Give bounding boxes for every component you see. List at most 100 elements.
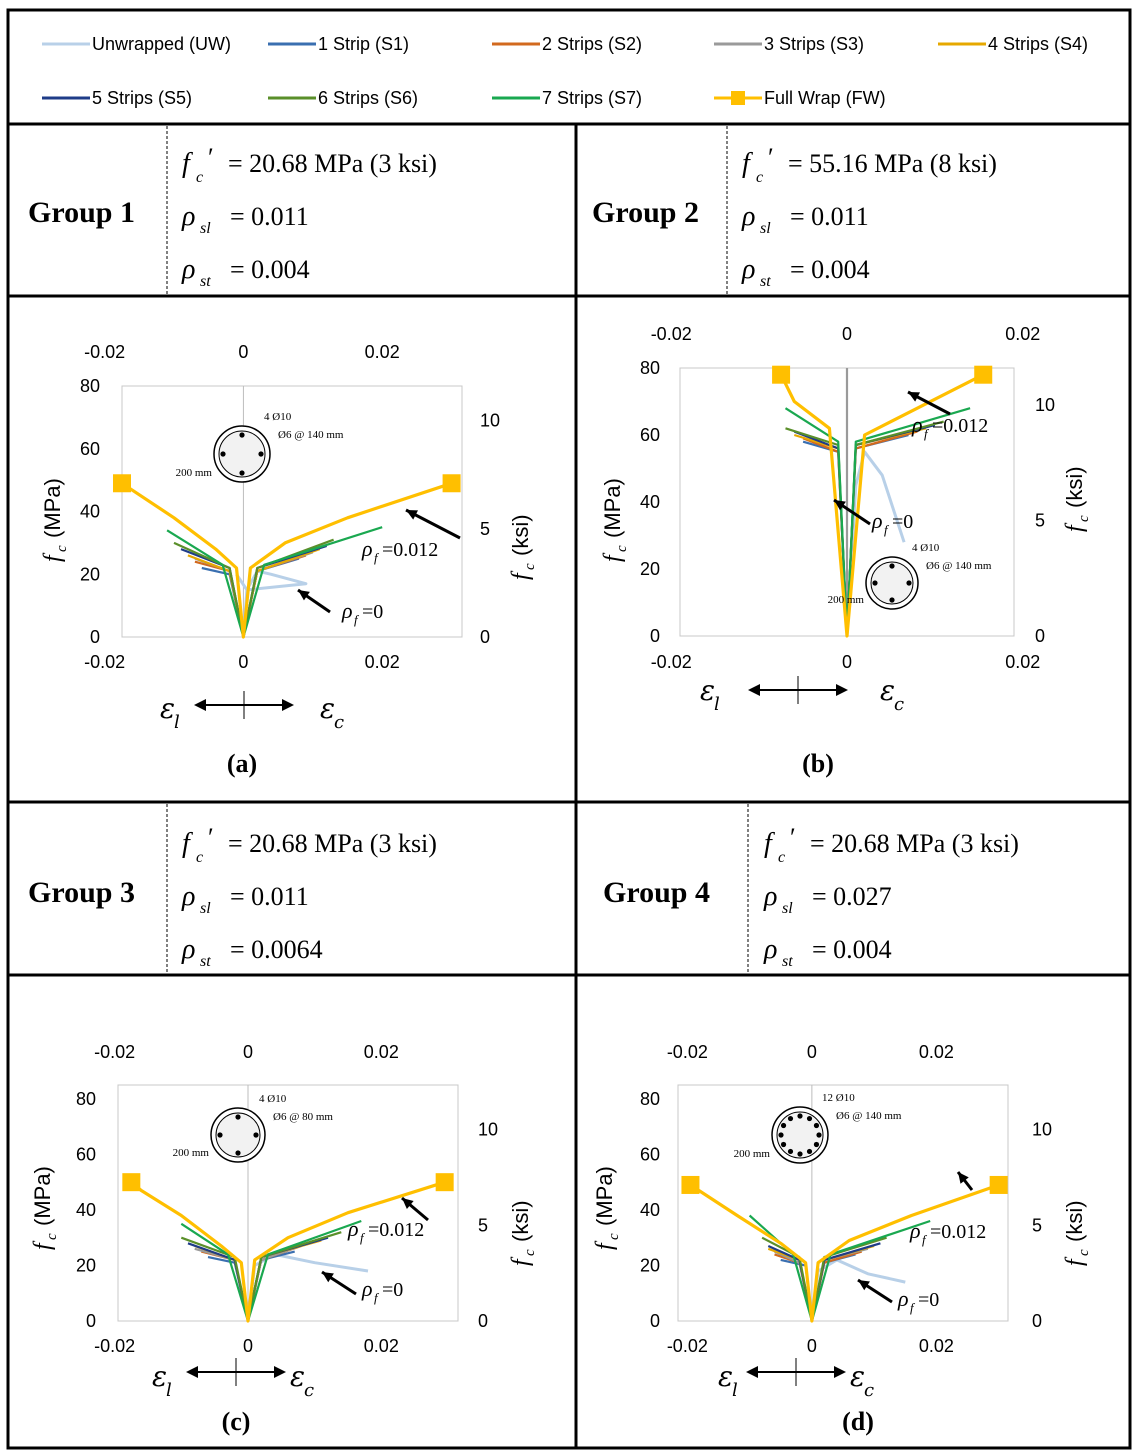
group-title: Group 3 xyxy=(28,876,135,909)
epsilon-c-symbol: ε xyxy=(320,692,335,725)
rho-f-subscript: f xyxy=(354,612,360,627)
y-axis-symbol: f xyxy=(592,1240,618,1250)
epsilon-l-subscript: l xyxy=(732,1380,738,1401)
legend-item: 4 Strips (S4) xyxy=(938,34,1088,54)
rho-f-value: =0 xyxy=(362,601,383,623)
panel-label: (c) xyxy=(222,1407,251,1436)
y-tick-label-right: 5 xyxy=(1035,511,1045,531)
rho-sl-symbol: ρ xyxy=(181,881,195,912)
rho-f-value: =0.012 xyxy=(932,415,988,437)
x-tick-label-bottom: 0.02 xyxy=(364,1336,399,1356)
rebar-dot xyxy=(889,597,895,603)
section-bars-label: 4 Ø10 xyxy=(912,542,940,554)
rho-st-value: = 0.004 xyxy=(790,255,870,284)
y-tick-label-left: 60 xyxy=(640,1144,660,1164)
series-line xyxy=(130,1180,446,1323)
y-tick-label-left: 60 xyxy=(640,425,660,445)
y-tick-label-left: 40 xyxy=(76,1200,96,1220)
x-tick-label-bottom: -0.02 xyxy=(651,652,692,672)
rho-f-symbol: ρ xyxy=(897,1286,909,1311)
section-bars-label: 4 Ø10 xyxy=(259,1093,287,1105)
legend-item: 7 Strips (S7) xyxy=(492,88,642,108)
rho-f-subscript: f xyxy=(910,1300,916,1315)
strain-direction-indicator: εl εc xyxy=(152,1358,314,1401)
rho-st-symbol: ρ xyxy=(181,934,195,965)
fc-prime: ′ xyxy=(790,823,796,852)
rho-f-value: =0.012 xyxy=(368,1219,424,1241)
fc-symbol: f xyxy=(182,148,193,179)
epsilon-c-subscript: c xyxy=(334,712,344,733)
y-axis-unit: (ksi) xyxy=(508,514,533,556)
fc-value: = 20.68 MPa (3 ksi) xyxy=(810,829,1019,858)
rho-sl-value: = 0.027 xyxy=(812,882,892,911)
epsilon-l-symbol: ε xyxy=(700,674,715,707)
rebar-dot xyxy=(872,580,878,586)
legend-label: Unwrapped (UW) xyxy=(92,34,231,54)
section-ties-label: Ø6 @ 80 mm xyxy=(273,1111,333,1123)
strain-direction-indicator: εl εc xyxy=(160,691,344,733)
x-tick-label-bottom: 0.02 xyxy=(1005,652,1040,672)
rho-f-symbol: ρ xyxy=(361,536,373,561)
annotation-arrowhead xyxy=(834,500,846,511)
annotation-arrowhead xyxy=(298,590,310,601)
y-tick-label-left: 20 xyxy=(80,564,100,584)
strain-arrow-right xyxy=(834,1366,846,1378)
x-tick-label-top: 0.02 xyxy=(919,1042,954,1062)
rebar-dot xyxy=(239,470,245,476)
chart-panel: -0.02-0.02000.020.020204060800510fc(MPa)… xyxy=(40,342,538,778)
rebar-dot xyxy=(253,1132,259,1138)
y-tick-label-left: 0 xyxy=(650,1311,660,1331)
y-tick-label-right: 0 xyxy=(1032,1311,1042,1331)
plot-area xyxy=(677,1084,1009,1322)
section-ties-label: Ø6 @ 140 mm xyxy=(926,560,992,572)
y-axis-symbol: f xyxy=(508,570,534,580)
x-tick-label-top: 0.02 xyxy=(365,342,400,362)
legend-label: Full Wrap (FW) xyxy=(764,88,886,108)
epsilon-l-subscript: l xyxy=(174,712,180,733)
y-tick-label-left: 20 xyxy=(640,559,660,579)
rho-f-symbol: ρ xyxy=(871,508,883,533)
group-title: Group 1 xyxy=(28,196,135,229)
x-tick-label-top: -0.02 xyxy=(651,324,692,344)
y-tick-label-left: 40 xyxy=(80,502,100,522)
section-diameter-label: 200 mm xyxy=(173,1147,210,1159)
y-tick-label-right: 10 xyxy=(480,411,500,431)
y-axis-label-left: fc (MPa) xyxy=(600,478,630,562)
rebar-dot xyxy=(797,1113,803,1119)
rho-sl-subscript: sl xyxy=(760,220,771,237)
legend-marker xyxy=(731,91,745,105)
epsilon-c-subscript: c xyxy=(304,1380,314,1401)
series-marker xyxy=(989,1175,1008,1194)
y-axis-label-right: fc (ksi) xyxy=(508,514,538,580)
plot-area xyxy=(117,1084,459,1322)
fc-value: = 55.16 MPa (8 ksi) xyxy=(788,149,997,178)
series-line xyxy=(121,481,453,639)
rho-f-subscript: f xyxy=(924,426,930,441)
y-tick-label-left: 60 xyxy=(76,1144,96,1164)
rebar-dot xyxy=(806,1115,813,1122)
x-tick-label-bottom: -0.02 xyxy=(667,1336,708,1356)
rho-sl-value: = 0.011 xyxy=(790,202,869,231)
panel-label: (b) xyxy=(802,749,834,778)
rebar-dot xyxy=(889,563,895,569)
section-bars-label: 12 Ø10 xyxy=(822,1092,855,1104)
y-axis-symbol: f xyxy=(600,552,626,562)
cross-section-diagram: 4 Ø10 Ø6 @ 140 mm 200 mm xyxy=(828,542,992,610)
legend-label: 3 Strips (S3) xyxy=(764,34,864,54)
epsilon-l-subscript: l xyxy=(166,1380,172,1401)
strain-arrow-left xyxy=(186,1366,198,1378)
x-tick-label-bottom: -0.02 xyxy=(94,1336,135,1356)
strain-direction-indicator: εl εc xyxy=(718,1358,874,1401)
chart-panel: -0.02-0.02000.020.020204060800510fc(MPa)… xyxy=(592,1042,1092,1436)
strain-arrow-left xyxy=(194,699,206,711)
rho-sl-value: = 0.011 xyxy=(230,202,309,231)
strain-direction-indicator: εl εc xyxy=(700,674,904,715)
y-tick-label-right: 0 xyxy=(478,1311,488,1331)
charts: -0.02-0.02000.020.020204060800510fc(MPa)… xyxy=(30,324,1092,1436)
y-axis-label-right: fc (ksi) xyxy=(1062,1200,1092,1266)
y-axis-unit: (MPa) xyxy=(600,478,625,538)
annotation-arrowhead xyxy=(406,510,418,520)
y-axis-subscript: c xyxy=(522,563,538,570)
y-axis-subscript: c xyxy=(1076,515,1092,522)
